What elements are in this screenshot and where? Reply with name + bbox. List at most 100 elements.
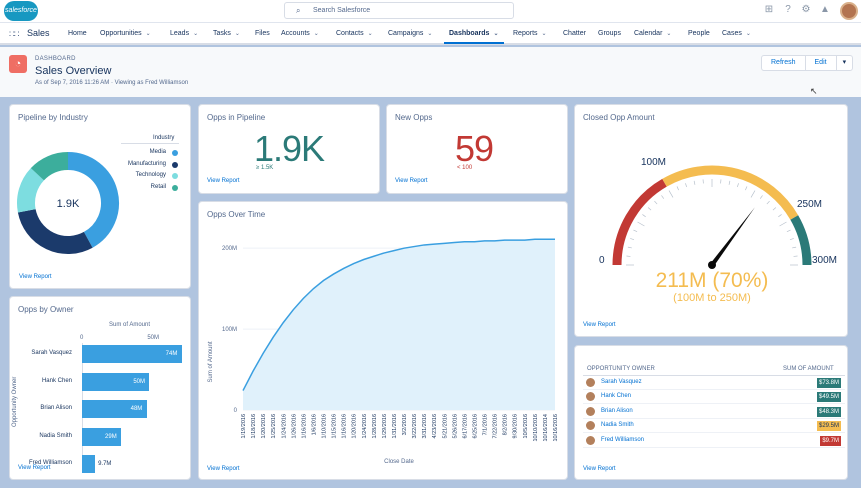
x-tick-label: 5/21/2016 (442, 414, 448, 438)
owner-link[interactable]: Hank Chen (601, 393, 632, 400)
nav-item-label: Chatter (563, 30, 586, 37)
view-report-link[interactable]: View Report (207, 178, 240, 184)
view-report-link[interactable]: View Report (583, 322, 616, 328)
edit-button[interactable]: Edit (806, 56, 837, 70)
bar[interactable] (82, 345, 182, 363)
gauge-tick (750, 190, 756, 198)
gauge-band (662, 165, 799, 220)
legend-divider (121, 143, 179, 144)
nav-item-label: People (688, 30, 710, 37)
chevron-down-icon[interactable]: ⌄ (313, 31, 319, 37)
nav-item[interactable]: Tasks ⌄ (208, 23, 245, 44)
x-tick-label: 7/22/2016 (493, 414, 499, 438)
chevron-down-icon[interactable]: ⌄ (234, 31, 240, 37)
card-title: Opps by Owner (18, 305, 74, 314)
salesforce-logo[interactable]: salesforce (4, 1, 38, 21)
setup-gear-icon[interactable]: ⚙ (801, 4, 811, 15)
nav-item[interactable]: Home (63, 23, 92, 44)
chevron-down-icon[interactable]: ⌄ (541, 31, 547, 37)
opps-over-time-card: Opps Over Time 0 100M 200M 1/19/2016 1/18/20… (198, 201, 568, 480)
nav-item[interactable]: Reports ⌄ (508, 23, 552, 44)
more-actions-button[interactable]: ▾ (842, 59, 847, 66)
user-avatar[interactable] (840, 2, 858, 20)
legend-swatch (172, 150, 178, 156)
view-report-link[interactable]: View Report (207, 466, 240, 472)
chevron-down-icon[interactable]: ⌄ (427, 31, 433, 37)
gauge-tick (759, 195, 763, 199)
x-tick-label: 1/15/2016 (332, 414, 338, 438)
owner-column-header[interactable]: OPPORTUNITY OWNER (587, 366, 655, 372)
chevron-down-icon[interactable]: ⌄ (145, 31, 151, 37)
app-launcher-icon[interactable]: ∷∷ (9, 29, 20, 39)
bar[interactable] (82, 400, 147, 418)
owner-link[interactable]: Sarah Vasquez (601, 379, 642, 385)
nav-item-label: Contacts (336, 30, 364, 37)
nav-item-label: Opportunities (100, 30, 142, 37)
nav-item[interactable]: Campaigns ⌄ (383, 23, 437, 44)
area-chart: 0 100M 200M 1/19/2016 1/18/2016 1/20/2016 1/25… (208, 238, 559, 465)
opps-in-pipeline-card: Opps in Pipeline 1.9K ≥ 1.5K View Report (198, 104, 380, 194)
help-icon[interactable]: ? (785, 4, 791, 15)
notifications-bell-icon[interactable]: ▲ (820, 4, 830, 15)
donut-slice[interactable] (67, 152, 119, 248)
nav-item[interactable]: Accounts ⌄ (276, 23, 324, 44)
nav-item[interactable]: Contacts ⌄ (331, 23, 378, 44)
app-name: Sales (27, 28, 50, 38)
view-report-link[interactable]: View Report (583, 466, 616, 472)
legend-swatch (172, 161, 178, 168)
y-axis-title: Sum of Amount (208, 341, 214, 382)
donut-slice[interactable] (30, 152, 69, 181)
gauge-tick (792, 246, 797, 249)
nav-item[interactable]: Opportunities ⌄ (95, 23, 156, 44)
area-line[interactable] (242, 238, 555, 391)
y-tick-label: 0 (234, 408, 238, 414)
nav-item[interactable]: Cases ⌄ (717, 23, 756, 44)
chevron-down-icon[interactable]: ⌄ (367, 31, 373, 37)
nav-item[interactable]: People (683, 23, 715, 44)
bar[interactable] (82, 372, 150, 391)
view-report-link[interactable]: View Report (18, 465, 51, 471)
search-input[interactable]: ⌕ Search Salesforce (284, 2, 514, 19)
bar-value-label: 48M (130, 406, 143, 412)
gauge-chart: 0 100M 250M 300M 211M (70%) (100M to 250… (599, 157, 837, 304)
donut-slice[interactable] (17, 208, 93, 254)
x-tick-label: 8/2/2016 (503, 414, 509, 435)
x-tick-label: 5/26/2016 (452, 414, 458, 438)
amount-column-header[interactable]: SUM OF AMOUNT (783, 366, 834, 372)
owner-link[interactable]: Nadia Smith (601, 422, 634, 429)
nav-item[interactable]: Chatter (558, 23, 591, 44)
gauge-range: (100M to 250M) (673, 292, 751, 304)
x-tick-label: 3/31/2016 (422, 414, 428, 438)
owner-link[interactable]: Fred Williamson (601, 436, 645, 443)
nav-item[interactable]: Files (250, 23, 275, 44)
refresh-button[interactable]: Refresh (762, 56, 806, 70)
x-tick-label: 7/1/2016 (483, 414, 489, 435)
nav-item[interactable]: Leads ⌄ (165, 23, 203, 44)
card-title: Pipeline by Industry (18, 113, 88, 122)
gauge-tick (630, 238, 635, 240)
table-row: Hank Chen $49.5M (583, 390, 845, 405)
bar[interactable] (82, 427, 122, 446)
donut-slice[interactable] (17, 168, 45, 213)
chevron-down-icon[interactable]: ⌄ (493, 31, 499, 37)
view-report-link[interactable]: View Report (19, 274, 52, 280)
table-header-divider (583, 375, 845, 376)
nav-item[interactable]: Groups (593, 23, 626, 44)
closed-opp-amount-card: Closed Opp Amount 0 100M 250M 300M 211M … (574, 104, 848, 337)
view-report-link[interactable]: View Report (395, 178, 428, 184)
nav-item[interactable]: Dashboards ⌄ (444, 23, 504, 44)
nav-item-label: Groups (598, 30, 621, 37)
chevron-down-icon[interactable]: ⌄ (666, 31, 672, 37)
legend-swatch (172, 173, 178, 179)
y-tick-label: 200M (222, 246, 237, 252)
nav-item[interactable]: Calendar ⌄ (629, 23, 676, 44)
owner-link[interactable]: Brian Alison (601, 407, 633, 414)
x-tick-label: 1/31/2016 (392, 414, 398, 438)
bar[interactable] (82, 455, 96, 473)
gauge-tick (789, 238, 794, 240)
bar-value-label: 50M (133, 378, 145, 385)
nav-item-label: Calendar (634, 30, 663, 37)
plus-icon[interactable]: ⊞ (764, 4, 774, 15)
chevron-down-icon[interactable]: ⌄ (193, 31, 199, 37)
chevron-down-icon[interactable]: ⌄ (745, 31, 751, 37)
